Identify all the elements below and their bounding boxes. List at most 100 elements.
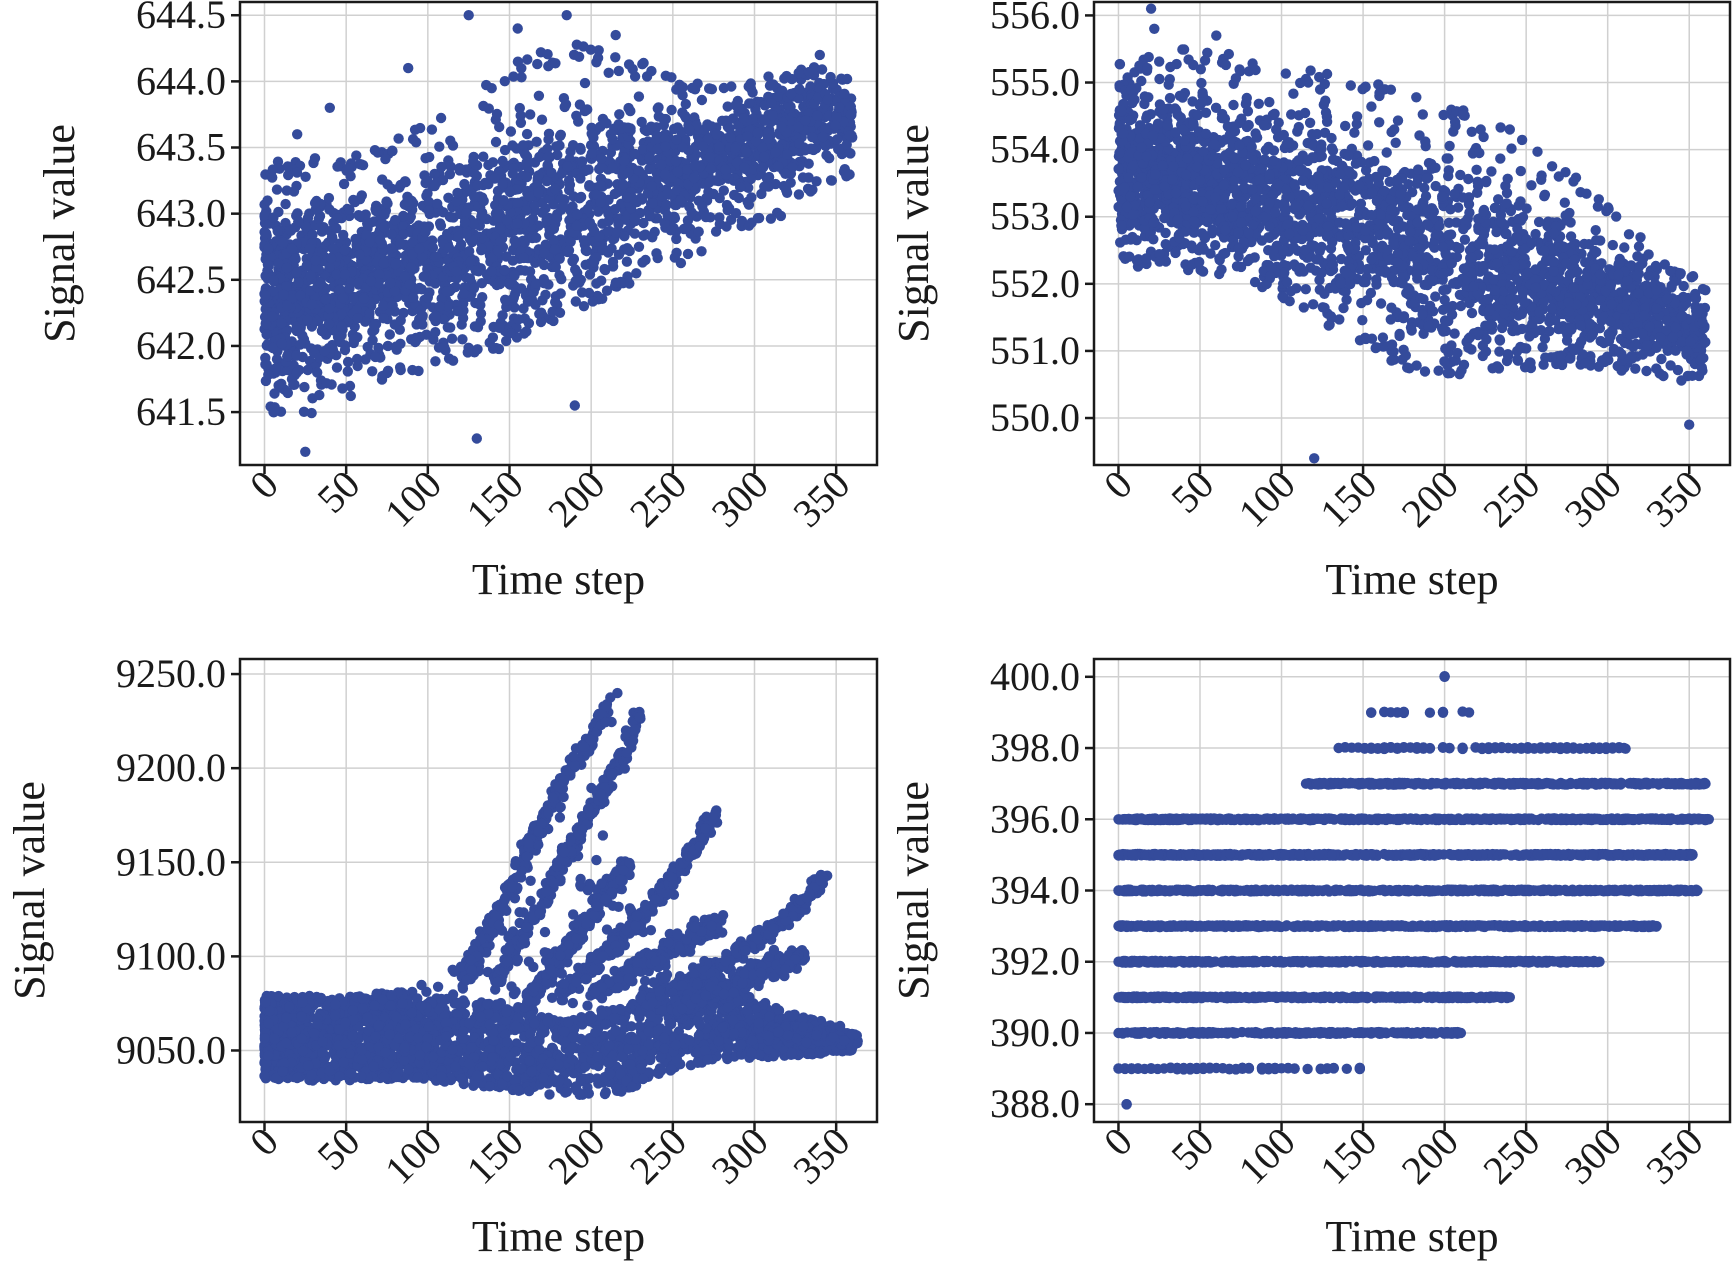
data-point [378, 257, 389, 269]
data-point [524, 191, 535, 202]
data-point [1242, 255, 1254, 267]
data-point [1437, 304, 1449, 315]
data-point [302, 212, 314, 224]
data-point [436, 161, 447, 173]
data-point [682, 248, 694, 260]
data-point [370, 351, 381, 363]
data-point [498, 195, 509, 206]
data-point [395, 237, 406, 249]
data-point [711, 129, 722, 140]
data-point [469, 191, 480, 202]
x-axis-title: Time step [472, 555, 645, 604]
data-point [1529, 274, 1541, 285]
data-point [554, 253, 565, 264]
data-point [1448, 278, 1459, 289]
data-point [622, 122, 634, 133]
data-point [263, 260, 274, 271]
data-point [261, 329, 272, 340]
data-point [1494, 335, 1506, 346]
data-point [600, 264, 611, 276]
data-point [521, 128, 533, 140]
data-point [613, 219, 624, 230]
data-point [487, 332, 499, 343]
data-point [282, 387, 293, 399]
data-point [613, 249, 625, 260]
data-point [261, 359, 272, 370]
data-point [1164, 92, 1176, 104]
data-point [402, 196, 413, 207]
data-point [1440, 343, 1451, 354]
data-point [1188, 206, 1199, 218]
data-point [445, 322, 456, 333]
data-point [521, 157, 532, 168]
data-point [338, 229, 349, 241]
data-point [1338, 302, 1349, 314]
data-point [367, 366, 378, 377]
data-point [429, 168, 440, 180]
data-point [501, 335, 512, 347]
data-point [548, 315, 559, 327]
data-point [304, 243, 316, 254]
data-point [410, 137, 422, 148]
data-point [762, 133, 773, 145]
data-point [1576, 336, 1587, 347]
data-point [540, 289, 551, 300]
x-tick-label: 100 [376, 462, 450, 536]
data-point [1515, 165, 1527, 177]
data-point [666, 104, 677, 116]
data-point [397, 221, 409, 232]
data-point [1565, 231, 1577, 242]
data-point [351, 353, 363, 365]
data-point [1449, 328, 1460, 339]
data-point [453, 231, 464, 243]
data-point [1488, 274, 1499, 285]
data-point [812, 110, 823, 122]
data-point [1430, 180, 1441, 192]
data-point [1568, 282, 1579, 293]
data-point [1320, 95, 1331, 106]
y-tick-label: 643.5 [136, 125, 226, 170]
data-point [423, 196, 435, 208]
data-point [569, 400, 580, 411]
data-point [1198, 244, 1210, 255]
data-point [591, 278, 602, 289]
data-point [582, 203, 593, 215]
data-point [1248, 155, 1259, 166]
data-point [512, 56, 524, 67]
data-point [491, 108, 503, 120]
data-point [832, 134, 843, 145]
data-point [1398, 313, 1409, 324]
data-point [671, 184, 683, 196]
data-point [382, 198, 393, 209]
data-point [1419, 366, 1431, 377]
data-point [277, 237, 289, 248]
data-point [1327, 237, 1338, 248]
data-point [403, 62, 414, 74]
data-point [414, 282, 425, 294]
data-point [682, 215, 694, 226]
data-point [765, 213, 777, 224]
data-point [563, 175, 575, 186]
data-point [379, 221, 390, 233]
data-point [518, 303, 529, 314]
data-point [352, 313, 363, 324]
data-point [443, 155, 454, 166]
data-point [268, 275, 279, 286]
data-point [398, 210, 409, 222]
data-point [344, 204, 355, 215]
data-point [422, 188, 433, 199]
data-point [1459, 234, 1471, 245]
data-point [331, 362, 343, 373]
data-point [562, 161, 573, 172]
data-point [430, 278, 441, 289]
data-point [708, 188, 719, 200]
data-point [532, 58, 543, 70]
data-point [775, 210, 787, 222]
data-point [319, 345, 330, 357]
data-point [578, 235, 590, 246]
data-point [325, 252, 337, 264]
data-point [1700, 336, 1711, 348]
data-point [290, 253, 301, 265]
data-point [337, 293, 349, 304]
data-point [574, 99, 586, 110]
